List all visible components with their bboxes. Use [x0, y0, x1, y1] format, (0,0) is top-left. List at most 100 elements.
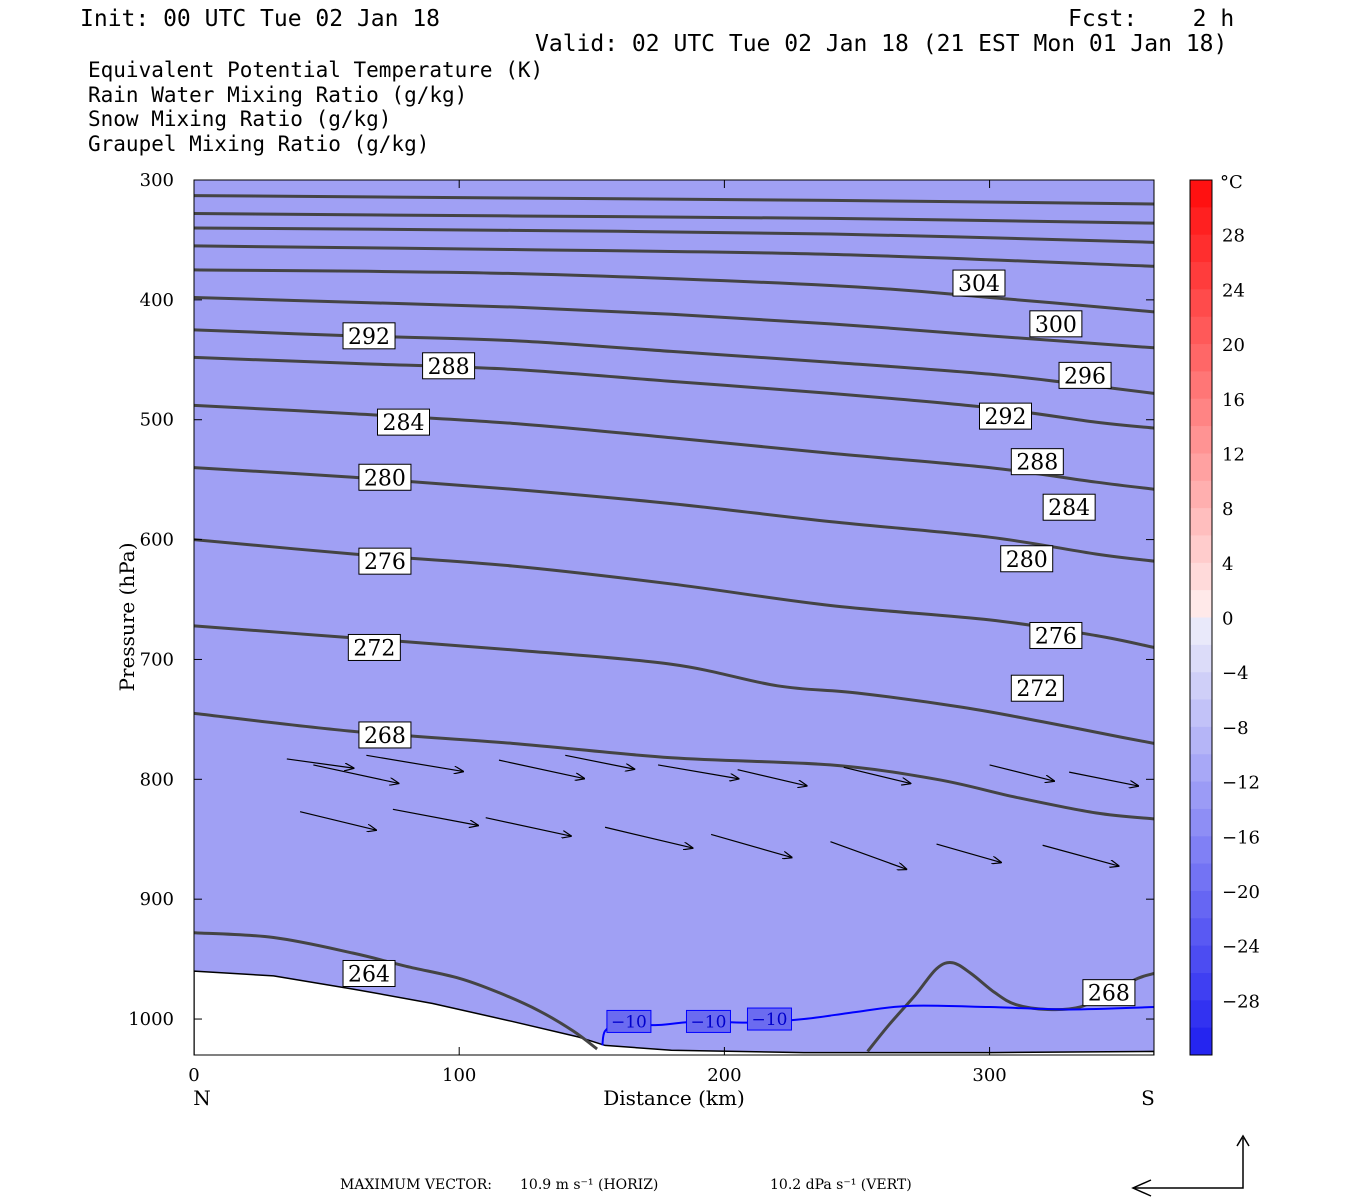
isotherm-label-text: −10	[752, 1010, 788, 1030]
theta-e-label: 296	[1058, 361, 1112, 389]
temperature-band-4	[194, 180, 1154, 1055]
theta-e-label-text: 276	[364, 550, 406, 575]
colorbar-swatch	[1190, 562, 1212, 591]
theta-e-contour	[194, 194, 1154, 206]
theta-e-label: 288	[422, 352, 476, 380]
wind-vector	[1069, 771, 1138, 786]
colorbar-swatch	[1190, 890, 1212, 919]
theta-e-label-text: 280	[1006, 548, 1048, 573]
theta-e-label: 280	[358, 463, 412, 491]
colorbar-tick-label: 0	[1222, 609, 1233, 630]
wind-vector	[299, 811, 376, 830]
theta-e-contour	[194, 212, 1154, 225]
theta-e-label: 268	[358, 721, 412, 749]
isotherm-label: −10	[746, 1007, 792, 1031]
theta-e-label-text: 292	[984, 405, 1026, 430]
x-tick-label: 0	[188, 1065, 199, 1086]
theta-e-label-text: 280	[364, 466, 406, 491]
colorbar-frame	[1189, 179, 1213, 1056]
colorbar-swatch	[1190, 207, 1212, 236]
colorbar-swatch	[1190, 781, 1212, 810]
theta-e-label: 272	[347, 633, 401, 661]
theta-e-label-box	[1029, 621, 1083, 649]
theta-e-label-text: 288	[1016, 451, 1058, 476]
theta-e-label-text: 264	[348, 962, 390, 987]
wind-vector	[737, 769, 807, 786]
colorbar-swatch	[1190, 508, 1212, 536]
y-axis-label: Pressure (hPa)	[115, 543, 139, 692]
wind-vector	[843, 766, 911, 783]
colorbar-swatch	[1190, 945, 1212, 974]
isotherm-label-box	[606, 1009, 652, 1033]
colorbar-swatch	[1190, 480, 1212, 509]
theta-e-contour	[194, 931, 599, 1051]
wind-vector	[710, 833, 792, 857]
colorbar-swatch	[1190, 262, 1212, 290]
colorbar-swatch	[1190, 1027, 1212, 1056]
cross-section-chart: 2642682682722722762762802802842842882882…	[115, 170, 1260, 1110]
theta-e-label-text: 276	[1035, 624, 1077, 649]
colorbar-tick-label: 20	[1222, 335, 1245, 356]
y-tick-label: 800	[140, 769, 174, 790]
colorbar-swatch	[1190, 699, 1212, 728]
colorbar-tick-label: −12	[1222, 773, 1260, 794]
theta-e-label-text: 296	[1064, 364, 1106, 389]
theta-e-label-box	[1082, 979, 1136, 1007]
colorbar-swatch	[1190, 453, 1212, 482]
colorbar-tick-label: −24	[1222, 937, 1260, 958]
theta-e-label: 292	[978, 402, 1032, 430]
x-axis-label: Distance (km)	[603, 1086, 745, 1110]
colorbar-tick-label: −20	[1222, 882, 1260, 903]
colorbar-swatch	[1190, 234, 1212, 263]
wind-vector	[286, 758, 354, 768]
y-tick-label: 700	[140, 649, 174, 670]
colorbar-tick-label: −28	[1222, 991, 1260, 1012]
theta-e-label-box	[358, 721, 412, 749]
theta-e-contour	[194, 226, 1154, 244]
terrain	[194, 970, 1154, 1055]
theta-e-contour	[194, 244, 1154, 268]
theta-e-label-box	[342, 322, 396, 350]
colorbar-unit: °C	[1220, 172, 1243, 193]
x-tick-label: 300	[972, 1065, 1006, 1086]
wind-vector	[1042, 844, 1119, 866]
theta-e-label-text: 292	[348, 325, 390, 350]
colorbar-swatch	[1190, 863, 1212, 892]
isotherm-label-box	[685, 1009, 731, 1033]
colorbar-swatch	[1190, 726, 1212, 755]
isotherm-label: −10	[685, 1009, 731, 1033]
colorbar-swatch	[1190, 371, 1212, 400]
theta-e-label-box	[1010, 674, 1064, 702]
wind-vector	[604, 826, 692, 848]
wind-vector	[313, 764, 398, 783]
theta-e-contour	[194, 295, 1154, 350]
theta-e-label: 264	[342, 959, 396, 987]
colorbar-swatch	[1190, 972, 1212, 1001]
theta-e-label-box	[1029, 310, 1083, 338]
x-end-label-left: N	[193, 1086, 211, 1110]
valid-time: Valid: 02 UTC Tue 02 Jan 18 (21 EST Mon …	[535, 31, 1228, 57]
colorbar-tick-label: 16	[1222, 390, 1245, 411]
colorbar-swatch	[1190, 808, 1212, 837]
wind-vector	[989, 764, 1054, 781]
wind-vector	[830, 841, 906, 870]
max-vector-label: MAXIMUM VECTOR:	[340, 1177, 492, 1193]
theta-e-label-text: 304	[958, 272, 1000, 297]
theta-e-label: 268	[1082, 979, 1136, 1007]
colorbar-tick-label: −8	[1222, 718, 1249, 739]
colorbar-swatch	[1190, 590, 1212, 618]
theta-e-label-box	[347, 633, 401, 661]
theta-e-label-box	[422, 352, 476, 380]
colorbar-tick-label: 28	[1222, 226, 1245, 247]
legend-rain: Rain Water Mixing Ratio (g/kg)	[88, 83, 468, 107]
wind-vector	[366, 754, 463, 771]
colorbar-swatch	[1190, 918, 1212, 947]
colorbar-tick-label: −16	[1222, 827, 1260, 848]
theta-e-label-text: 300	[1035, 313, 1077, 338]
colorbar-swatch	[1190, 836, 1212, 865]
colorbar-tick-label: −4	[1222, 663, 1249, 684]
x-tick-label: 100	[442, 1065, 476, 1086]
theta-e-label-box	[342, 959, 396, 987]
theta-e-label: 284	[377, 408, 431, 436]
colorbar-tick-label: 24	[1222, 280, 1245, 301]
